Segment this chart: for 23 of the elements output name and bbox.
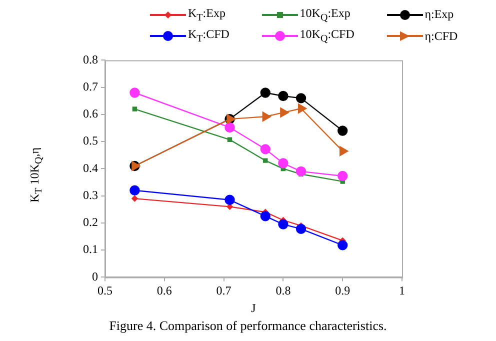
x-tick-label: 1 (399, 284, 405, 298)
legend-label: 10K$_{Q}$:CFD (300, 27, 354, 45)
x-tick-label: 0.5 (98, 284, 112, 298)
y-tick-label: 0 (92, 269, 98, 284)
legend-label: η:CFD (424, 28, 458, 44)
x-tick-label: 0.8 (276, 284, 291, 298)
x-axis-title: J (251, 300, 256, 315)
x-tick-label: 0.9 (335, 284, 350, 298)
y-tick-label: 0.1 (83, 242, 98, 256)
legend-label: K$_{T}$:CFD (188, 27, 230, 45)
x-tick-label: 0.7 (216, 284, 232, 298)
x-tick-label: 0.6 (156, 284, 172, 298)
y-tick-label: 0.7 (83, 79, 98, 94)
y-tick-label: 0.8 (83, 52, 98, 66)
y-tick-label: 0.3 (83, 188, 98, 202)
y-tick-label: 0.5 (83, 134, 98, 148)
legend-label: η:Exp (424, 7, 454, 22)
caption: Figure 4. Comparison of performance characteristics. (108, 318, 388, 334)
legend-label: K$_{T}$:Exp (188, 6, 226, 24)
y-tick-label: 0.2 (83, 215, 98, 230)
y-tick-label: 0.4 (83, 160, 98, 175)
y-tick-label: 0.6 (83, 106, 98, 121)
legend-label: 10K$_{Q}$:Exp (300, 6, 350, 24)
